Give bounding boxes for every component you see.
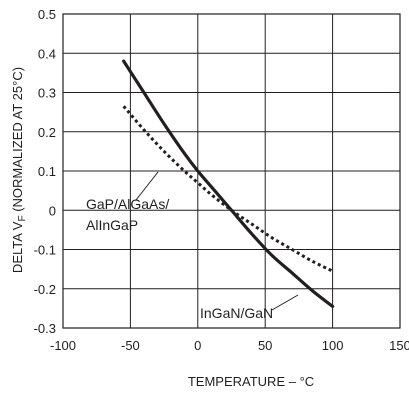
y-tick-label-8: -0.3 — [34, 321, 56, 336]
y-tick-label-4: 0.1 — [38, 164, 56, 179]
y-tick-label-6: -0.1 — [34, 243, 56, 258]
x-tick-label-2: 0 — [194, 338, 201, 353]
y-tick-label-1: 0.4 — [38, 46, 56, 61]
x-tick-labels: -100 -50 0 50 100 150 — [50, 338, 409, 353]
y-axis-label-main: DELTA V — [10, 221, 25, 273]
series-line-ingan-gan — [122, 59, 335, 309]
y-tick-label-7: -0.2 — [34, 282, 56, 297]
y-tick-labels: 0.5 0.4 0.3 0.2 0.1 0 -0.1 -0.2 -0.3 — [34, 7, 56, 336]
x-tick-label-0: -100 — [50, 338, 76, 353]
x-tick-label-5: 150 — [389, 338, 409, 353]
y-tick-label-2: 0.3 — [38, 86, 56, 101]
grid — [62, 13, 401, 329]
series-layer — [122, 59, 335, 309]
annotations: GaP/AlGaAs/ AlInGaP InGaN/GaN — [86, 171, 299, 321]
y-tick-label-0: 0.5 — [38, 7, 56, 22]
gap-annotation-line-1: GaP/AlGaAs/ — [86, 196, 169, 212]
y-axis-label-subscript: F — [17, 215, 28, 221]
ingan-annotation: InGaN/GaN — [200, 305, 273, 321]
gap-leader-line — [135, 171, 159, 201]
y-tick-label-3: 0.2 — [38, 125, 56, 140]
plot-frame — [62, 13, 401, 329]
gap-annotation-line-2: AlInGaP — [86, 217, 138, 233]
y-axis-label: DELTA VF (NORMALIZED AT 25°C) — [10, 67, 28, 273]
x-tick-label-1: -50 — [121, 338, 140, 353]
y-tick-label-5: 0 — [49, 203, 56, 218]
y-axis-label-tail: (NORMALIZED AT 25°C) — [10, 67, 25, 215]
x-tick-label-3: 50 — [258, 338, 272, 353]
ingan-leader-line — [271, 294, 299, 311]
x-axis-label: TEMPERATURE – °C — [188, 374, 314, 389]
series-line-gap-algaas-alingap — [122, 105, 334, 273]
x-tick-label-4: 100 — [322, 338, 344, 353]
